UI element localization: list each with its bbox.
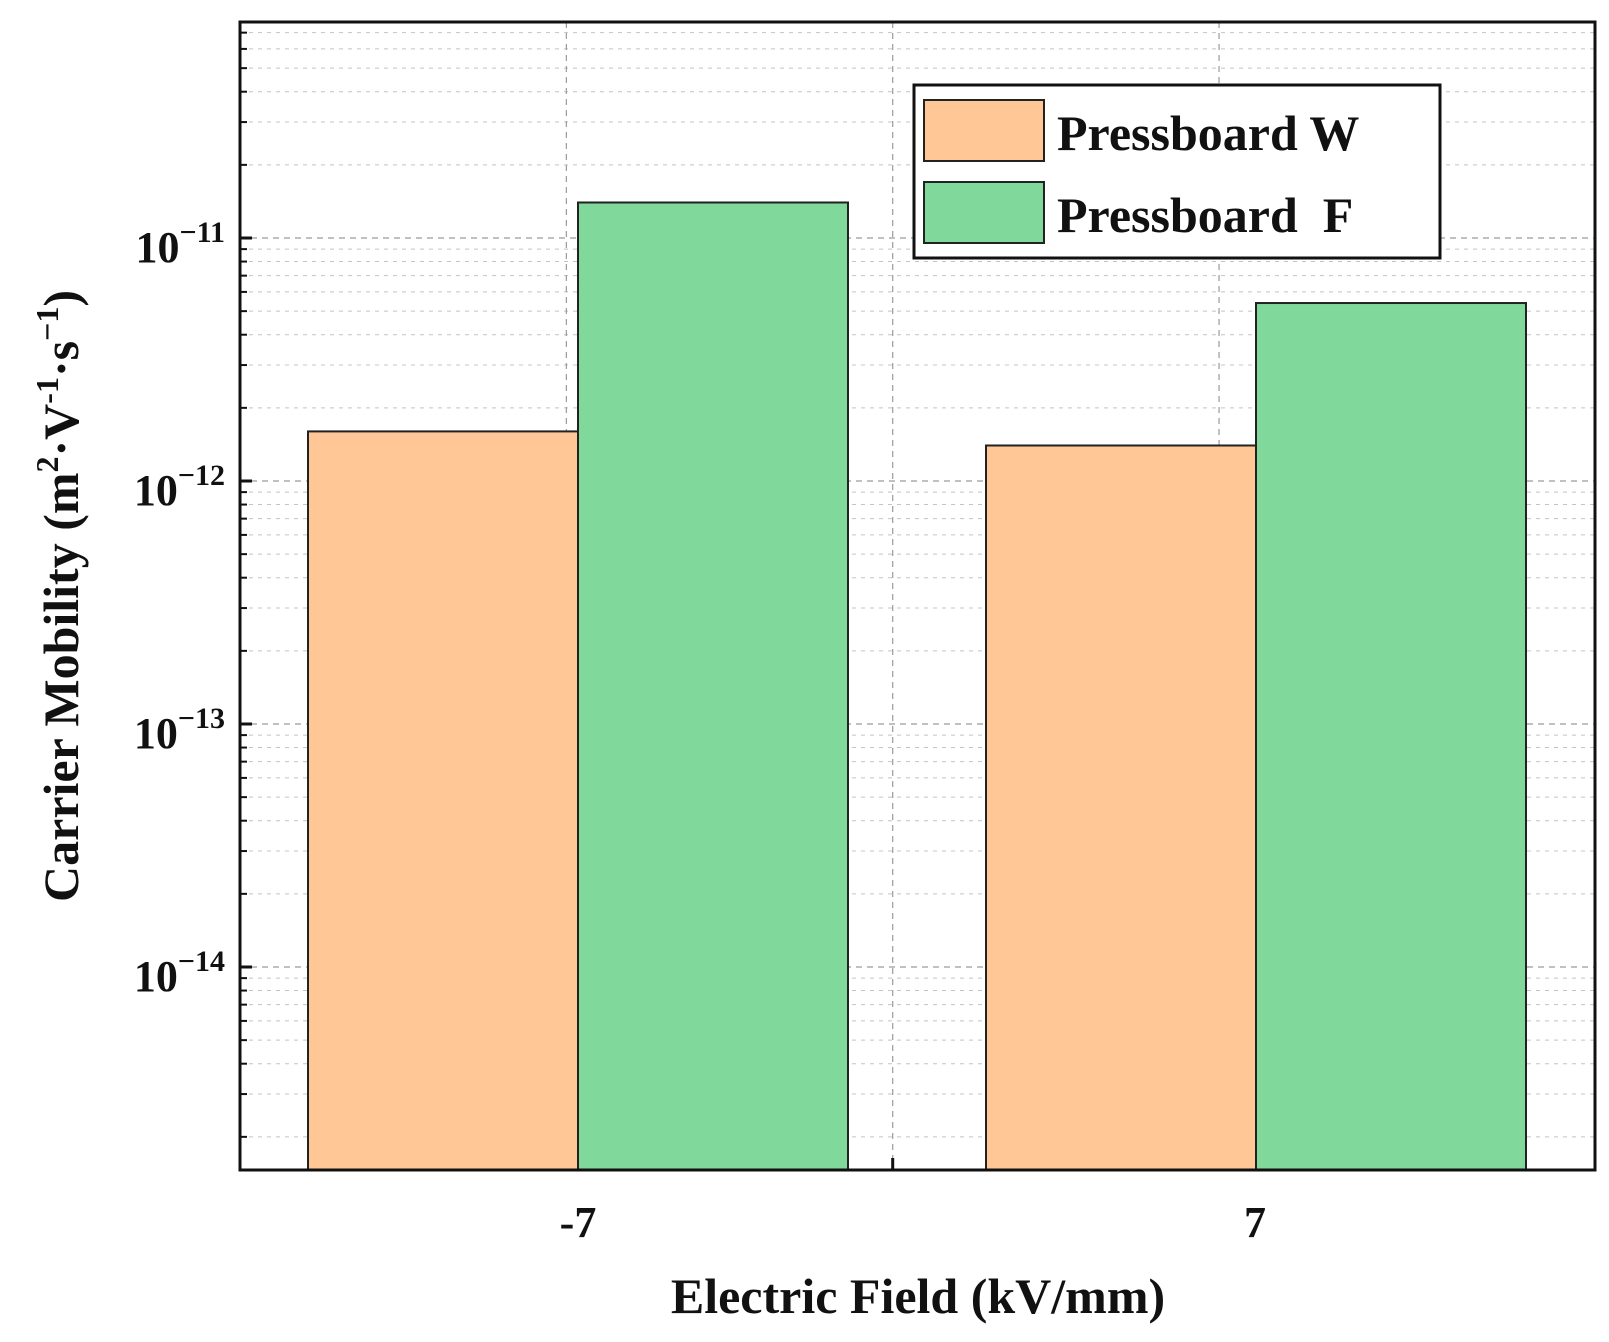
y-axis-title: Carrier Mobility (m2·V-1·s−1) (29, 290, 89, 902)
axis-ticks (240, 31, 895, 1170)
x-axis-title: Electric Field (kV/mm) (671, 1268, 1165, 1324)
bar-pressboard-f-7 (1255, 302, 1527, 1171)
y-tick-label-1e-13: 10−13 (134, 702, 225, 758)
x-tick-labels: -7 7 (560, 1198, 1266, 1247)
y-tick-label-1e-12: 10−12 (134, 459, 225, 515)
y-tick-label-1e-11: 10−11 (136, 216, 225, 272)
legend-swatch-pressboard-f (923, 181, 1045, 244)
plot-frame (238, 20, 1597, 1172)
bar-pressboard-f--7 (577, 201, 849, 1171)
bars (307, 201, 1527, 1171)
bar-pressboard-w--7 (307, 430, 579, 1171)
legend-swatch-pressboard-w (923, 99, 1045, 162)
bar-pressboard-w-7 (985, 444, 1257, 1171)
x-tick-label-7: 7 (1244, 1198, 1266, 1247)
legend-label-pressboard-f: Pressboard F (1057, 187, 1353, 243)
y-tick-label-1e-14: 10−14 (134, 945, 225, 1001)
x-tick-label-neg7: -7 (560, 1198, 597, 1247)
y-tick-labels: 10−11 10−12 10−13 10−14 (134, 216, 225, 1001)
legend-label-pressboard-w: Pressboard W (1057, 105, 1359, 161)
legend: Pressboard W Pressboard F (912, 83, 1442, 260)
